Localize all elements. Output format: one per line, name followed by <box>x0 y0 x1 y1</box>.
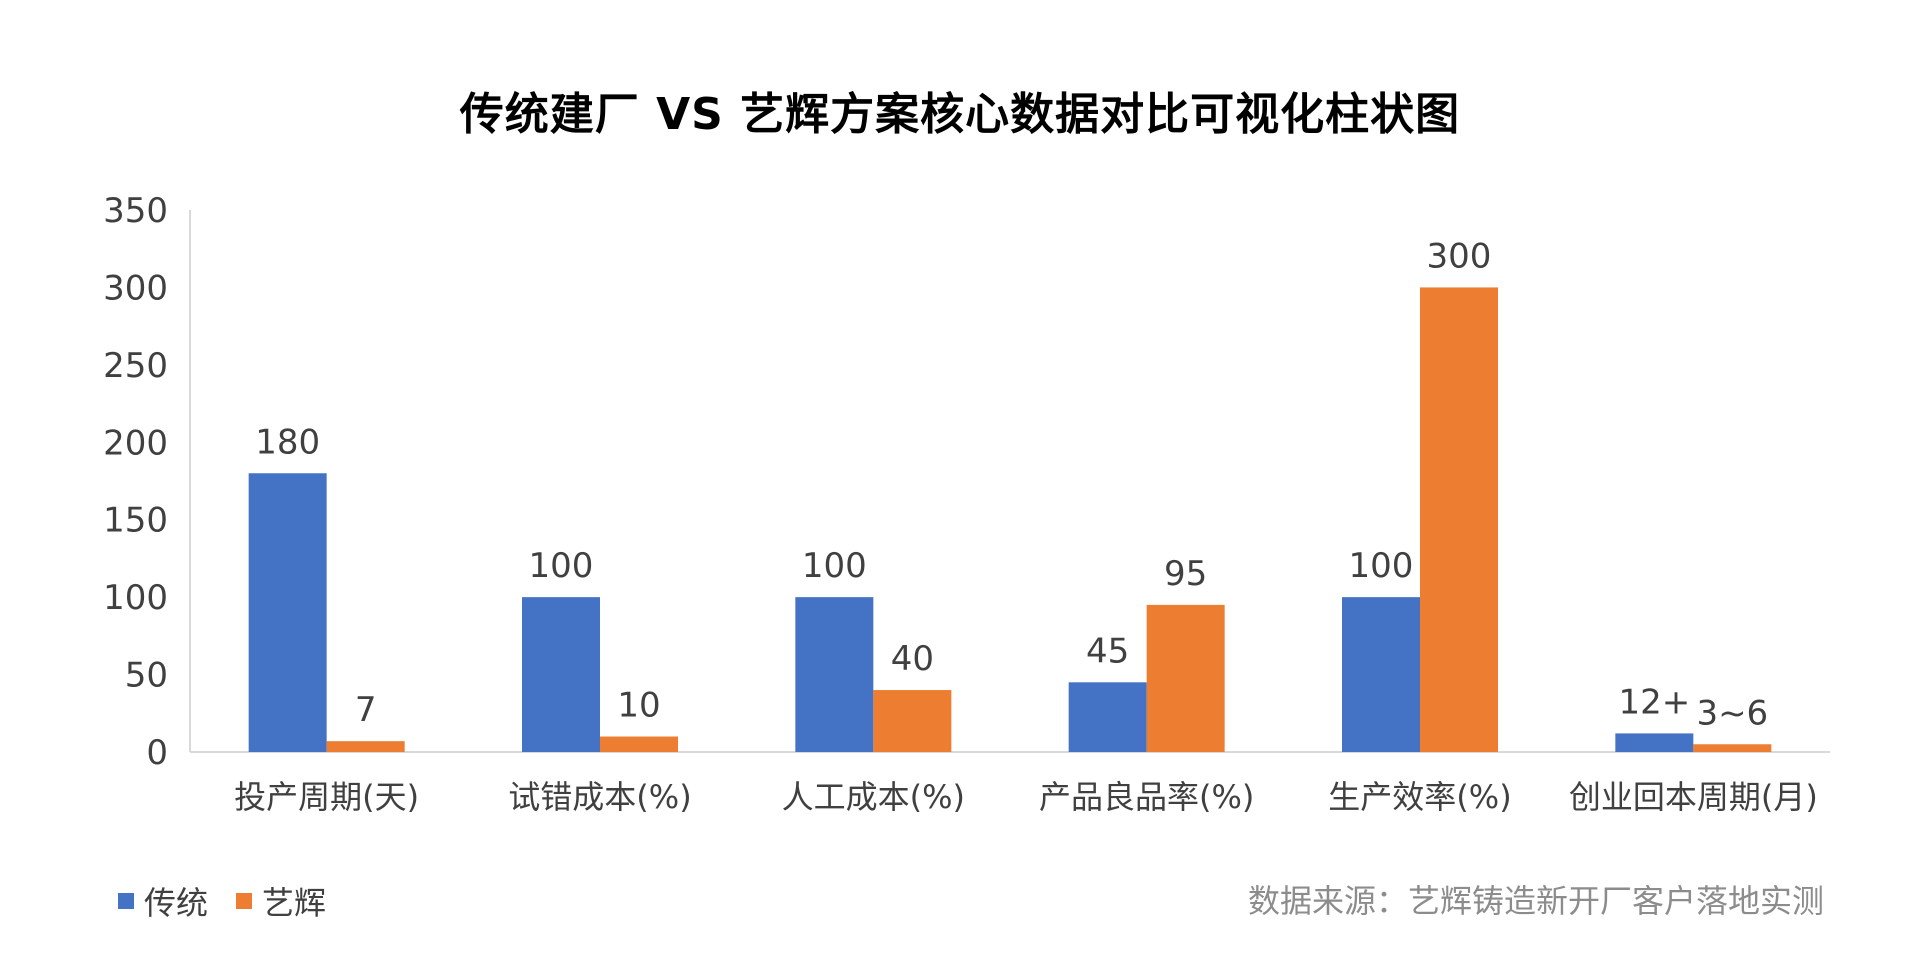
y-tick-label: 200 <box>103 423 168 463</box>
bar-traditional-4 <box>1342 597 1420 752</box>
legend-item-traditional: 传统 <box>118 878 208 924</box>
legend-item-yihui: 艺辉 <box>236 878 326 924</box>
bar-traditional-1 <box>522 597 600 752</box>
data-label-yihui-3: 95 <box>1164 554 1207 594</box>
data-label-traditional-1: 100 <box>529 546 594 586</box>
y-tick-label: 250 <box>103 346 168 386</box>
bar-yihui-3 <box>1146 604 1225 752</box>
y-tick-label: 50 <box>125 656 168 696</box>
bar-yihui-4 <box>1420 287 1498 752</box>
chart-title: 传统建厂 VS 艺辉方案核心数据对比可视化柱状图 <box>459 89 1461 140</box>
y-tick-label: 150 <box>103 501 168 541</box>
labels-group: 180 7 投产周期(天) 100 10 试错成本(%) 100 40 人工成本(%) 45 95 产… <box>234 236 1818 816</box>
bar-traditional-0 <box>248 473 327 752</box>
category-label-3: 产品良品率(%) <box>1039 778 1254 816</box>
bar-yihui-5 <box>1693 744 1772 752</box>
data-label-traditional-0: 180 <box>255 422 320 462</box>
category-label-2: 人工成本(%) <box>782 778 965 816</box>
y-tick-label: 100 <box>103 578 168 618</box>
data-label-traditional-2: 100 <box>802 546 867 586</box>
category-label-0: 投产周期(天) <box>234 778 419 816</box>
legend-swatch-yihui <box>236 893 253 909</box>
bar-yihui-1 <box>600 736 678 752</box>
bar-traditional-5 <box>1615 733 1694 752</box>
axes-group: 0 50 100 150 200 250 300 350 <box>103 191 1830 773</box>
bar-yihui-0 <box>326 741 405 752</box>
category-label-4: 生产效率(%) <box>1328 778 1511 816</box>
legend: 传统 艺辉 <box>118 878 326 924</box>
bar-yihui-2 <box>873 690 952 752</box>
y-tick-label: 350 <box>103 191 168 231</box>
data-label-yihui-4: 300 <box>1427 236 1492 276</box>
source-note: 数据来源：艺辉铸造新开厂客户落地实测 <box>1247 882 1824 920</box>
data-label-traditional-4: 100 <box>1349 546 1414 586</box>
y-tick-label: 0 <box>146 733 168 773</box>
data-label-yihui-1: 10 <box>617 686 660 726</box>
data-label-yihui-2: 40 <box>891 639 934 679</box>
y-tick-label: 300 <box>103 268 168 308</box>
data-label-yihui-5: 3~6 <box>1696 693 1768 733</box>
bar-traditional-3 <box>1068 682 1147 752</box>
data-label-traditional-3: 45 <box>1086 631 1129 671</box>
legend-label-yihui: 艺辉 <box>262 884 327 922</box>
category-label-5: 创业回本周期(月) <box>1569 778 1818 816</box>
data-label-traditional-5: 12+ <box>1618 682 1690 722</box>
bars-group <box>248 287 1772 752</box>
bar-traditional-2 <box>795 597 874 752</box>
data-label-yihui-0: 7 <box>355 690 377 730</box>
legend-label-traditional: 传统 <box>144 884 209 922</box>
legend-swatch-traditional <box>118 893 134 909</box>
category-label-1: 试错成本(%) <box>508 778 691 816</box>
